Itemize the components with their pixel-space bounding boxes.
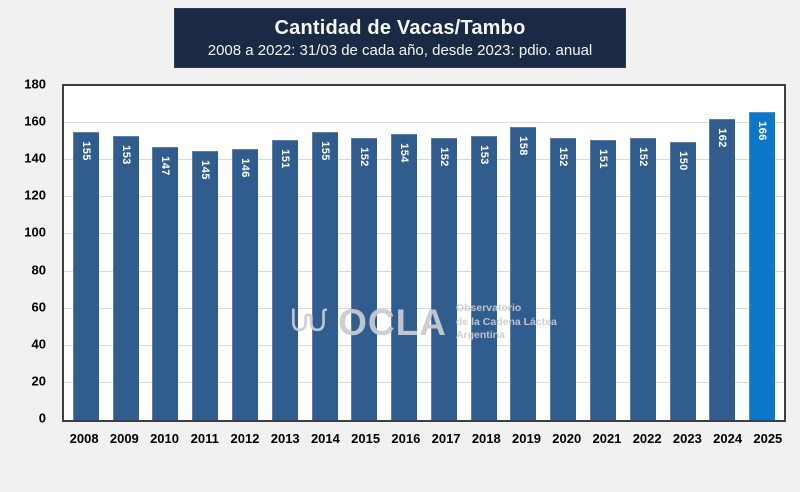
x-tick-2014: 2014 — [310, 431, 340, 446]
y-tick-60: 60 — [31, 299, 46, 315]
y-tick-100: 100 — [24, 224, 46, 240]
bar-slot-2015: 152 — [344, 86, 384, 420]
chart-title-box: Cantidad de Vacas/Tambo 2008 a 2022: 31/… — [174, 8, 626, 68]
bar-slot-2022: 152 — [623, 86, 663, 420]
x-tick-2024: 2024 — [713, 431, 743, 446]
y-tick-80: 80 — [31, 262, 46, 278]
bar-slot-2010: 147 — [146, 86, 186, 420]
bar-slot-2009: 153 — [106, 86, 146, 420]
bar-2025: 166 — [749, 111, 776, 420]
bar-2011: 145 — [192, 150, 219, 420]
bar-series: 155 153 147 145 146 151 155 152 154 152 153 158 152 1… — [64, 86, 784, 420]
bar-2018: 153 — [470, 136, 497, 420]
y-axis-labels: 0 20 40 60 80 100 120 140 160 180 — [0, 78, 54, 425]
bar-slot-2008: 155 — [66, 86, 106, 420]
x-tick-2018: 2018 — [471, 431, 501, 446]
bar-value-label-2009: 153 — [119, 145, 132, 166]
bar-slot-2025: 166 — [742, 86, 782, 420]
gridline-120 — [64, 196, 784, 198]
plot-area: 155 153 147 145 146 151 155 152 154 152 153 158 152 1… — [62, 84, 786, 422]
bar-2012: 146 — [232, 149, 259, 420]
gridline-140 — [64, 159, 784, 161]
bar-value-label-2010: 147 — [159, 156, 172, 177]
bar-2022: 152 — [629, 137, 656, 420]
gridline-100 — [64, 233, 784, 235]
x-tick-2019: 2019 — [512, 431, 541, 446]
bar-slot-2023: 150 — [663, 86, 703, 420]
chart-subtitle: 2008 a 2022: 31/03 de cada año, desde 20… — [207, 42, 593, 59]
bar-slot-2024: 162 — [703, 86, 743, 420]
bar-value-label-2021: 151 — [597, 148, 610, 169]
bar-value-label-2016: 154 — [398, 143, 411, 164]
bar-2020: 152 — [550, 137, 577, 420]
bar-value-label-2024: 162 — [716, 128, 729, 149]
bar-slot-2013: 151 — [265, 86, 305, 420]
bar-2010: 147 — [152, 147, 179, 420]
y-tick-0: 0 — [38, 410, 46, 426]
x-tick-2008: 2008 — [69, 431, 99, 446]
x-tick-2011: 2011 — [190, 431, 219, 446]
bar-slot-2018: 153 — [464, 86, 504, 420]
x-tick-2012: 2012 — [230, 431, 260, 446]
x-tick-2020: 2020 — [552, 431, 582, 446]
bar-slot-2016: 154 — [384, 86, 424, 420]
x-tick-2023: 2023 — [672, 431, 702, 446]
gridline-20 — [64, 381, 784, 383]
y-tick-160: 160 — [24, 113, 46, 129]
y-tick-40: 40 — [31, 336, 46, 352]
bar-2016: 154 — [391, 134, 418, 420]
bar-2023: 150 — [669, 141, 696, 420]
bar-slot-2020: 152 — [543, 86, 583, 420]
bar-value-label-2014: 155 — [318, 141, 331, 162]
gridline-80 — [64, 270, 784, 272]
x-axis-labels: 2008 2009 2010 2011 2012 2013 2014 2015 2016 2017… — [62, 431, 790, 446]
y-tick-180: 180 — [24, 76, 46, 92]
bar-2009: 153 — [112, 136, 139, 420]
bar-2019: 158 — [510, 126, 537, 420]
chart-title: Cantidad de Vacas/Tambo — [274, 17, 526, 39]
x-tick-2009: 2009 — [109, 431, 139, 446]
bar-slot-2012: 146 — [225, 86, 265, 420]
bar-value-label-2012: 146 — [239, 158, 252, 179]
bar-2014: 155 — [311, 132, 338, 420]
bar-slot-2017: 152 — [424, 86, 464, 420]
gridline-160 — [64, 122, 784, 124]
y-tick-120: 120 — [24, 187, 46, 203]
bar-value-label-2018: 153 — [477, 145, 490, 166]
x-tick-2010: 2010 — [150, 431, 179, 446]
bar-2024: 162 — [709, 119, 736, 420]
gridline-60 — [64, 307, 784, 309]
x-tick-2016: 2016 — [391, 431, 421, 446]
x-tick-2025: 2025 — [753, 431, 783, 446]
bar-2021: 151 — [590, 139, 617, 420]
bar-value-label-2019: 158 — [517, 135, 530, 156]
bar-value-label-2015: 152 — [358, 147, 371, 167]
bar-value-label-2008: 155 — [79, 141, 92, 162]
bar-slot-2021: 151 — [583, 86, 623, 420]
bar-value-label-2013: 151 — [278, 148, 291, 169]
bar-slot-2011: 145 — [185, 86, 225, 420]
bar-value-label-2011: 145 — [199, 160, 212, 180]
bar-2017: 152 — [430, 137, 457, 420]
x-tick-2017: 2017 — [431, 431, 461, 446]
bar-value-label-2022: 152 — [636, 147, 649, 167]
bar-2008: 155 — [72, 132, 99, 420]
x-tick-2015: 2015 — [351, 431, 381, 446]
bar-value-label-2025: 166 — [756, 121, 769, 141]
bar-value-label-2023: 150 — [676, 150, 689, 171]
x-tick-2021: 2021 — [592, 431, 622, 446]
bar-slot-2014: 155 — [305, 86, 345, 420]
bar-value-label-2020: 152 — [557, 147, 570, 167]
bar-slot-2019: 158 — [504, 86, 544, 420]
y-tick-20: 20 — [31, 373, 46, 389]
bar-value-label-2017: 152 — [437, 147, 450, 167]
bar-2013: 151 — [271, 139, 298, 420]
gridline-40 — [64, 344, 784, 346]
x-tick-2013: 2013 — [270, 431, 300, 446]
y-tick-140: 140 — [24, 150, 46, 166]
x-tick-2022: 2022 — [632, 431, 662, 446]
bar-2015: 152 — [351, 137, 378, 420]
